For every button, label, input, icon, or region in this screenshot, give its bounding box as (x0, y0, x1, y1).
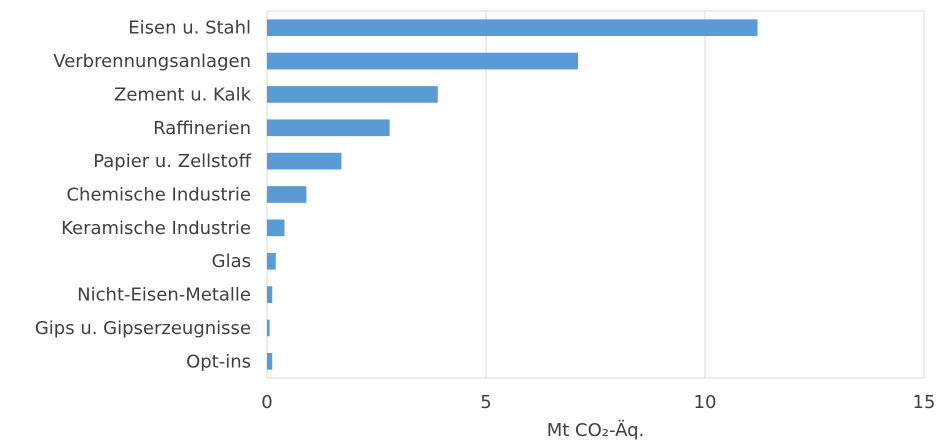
x-axis-title: Mt CO₂-Äq. (547, 420, 645, 441)
category-labels: Eisen u. Stahl Verbrennungsanlagen Zement … (35, 18, 252, 373)
bar (267, 219, 285, 237)
bar (267, 52, 578, 70)
bar (267, 186, 307, 203)
bar (267, 319, 270, 337)
bar (267, 352, 273, 370)
category-label: Papier u. Zellstoff (93, 151, 251, 172)
category-label: Opt-ins (186, 351, 251, 372)
category-label: Zement u. Kalk (114, 84, 252, 105)
category-label: Eisen u. Stahl (128, 18, 251, 39)
category-label: Gips u. Gipserzeugnisse (35, 318, 251, 339)
category-label: Keramische Industrie (61, 218, 251, 239)
bar (267, 86, 438, 103)
category-label: Glas (212, 251, 251, 272)
category-label: Raffinerien (153, 118, 251, 139)
category-label: Verbrennungsanlagen (53, 51, 251, 72)
category-label: Chemische Industrie (66, 185, 251, 206)
bar (267, 286, 273, 303)
x-tick-label: 15 (913, 392, 936, 413)
bar (267, 19, 758, 37)
x-tick-label: 5 (480, 392, 491, 413)
gridlines (266, 10, 925, 379)
bar (267, 252, 276, 270)
x-tick-labels: 0 5 10 15 (261, 392, 935, 413)
bars (267, 19, 758, 370)
bar (267, 119, 390, 137)
x-tick-label: 0 (261, 392, 272, 413)
bar (267, 152, 342, 170)
category-label: Nicht-Eisen-Metalle (77, 285, 251, 306)
x-tick-label: 10 (694, 392, 717, 413)
